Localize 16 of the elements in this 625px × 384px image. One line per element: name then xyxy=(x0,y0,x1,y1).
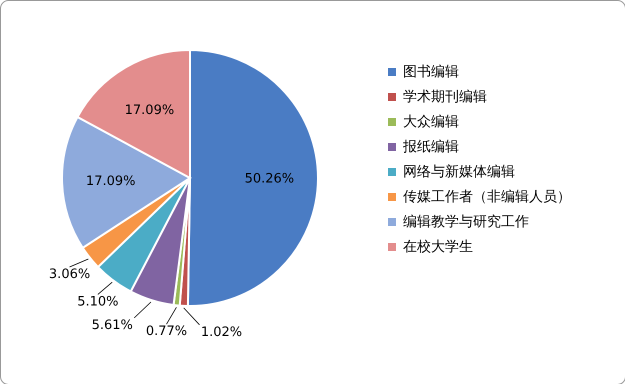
legend-label: 学术期刊编辑 xyxy=(403,89,487,105)
data-label: 17.09% xyxy=(86,174,136,190)
legend-label: 传媒工作者（非编辑人员） xyxy=(403,189,571,205)
data-label: 0.77% xyxy=(146,324,188,340)
legend-label: 在校大学生 xyxy=(403,239,473,255)
legend-label: 编辑教学与研究工作 xyxy=(403,214,529,230)
legend-label: 报纸编辑 xyxy=(402,139,459,155)
data-label: 3.06% xyxy=(48,266,90,282)
data-label: 5.10% xyxy=(77,294,118,310)
legend-label: 图书编辑 xyxy=(403,64,459,80)
legend-label: 网络与新媒体编辑 xyxy=(403,164,515,180)
legend-label: 大众编辑 xyxy=(403,114,459,130)
data-label: 50.26% xyxy=(244,172,294,187)
data-label: 1.02% xyxy=(200,324,242,340)
data-label: 17.09% xyxy=(124,102,174,118)
data-label: 5.61% xyxy=(92,318,133,333)
